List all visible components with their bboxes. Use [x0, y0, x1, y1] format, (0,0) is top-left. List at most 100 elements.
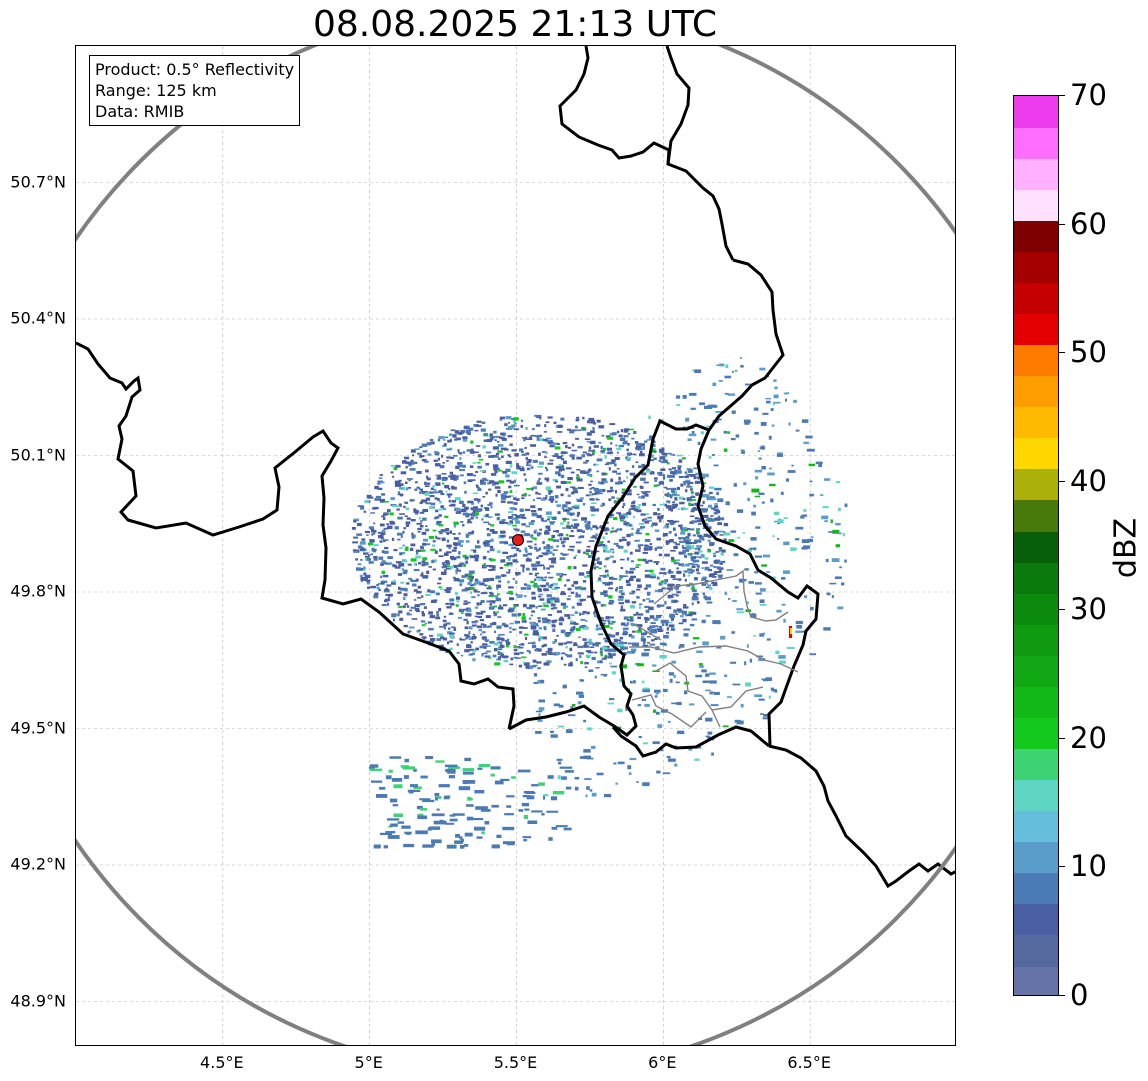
echo-cell	[550, 734, 558, 738]
echo-cell	[669, 678, 673, 683]
echo-cell	[459, 474, 464, 477]
echo-cell	[406, 612, 410, 615]
echo-cell	[449, 598, 455, 602]
echo-cell	[513, 497, 516, 501]
echo-cell	[541, 579, 547, 582]
echo-cell	[641, 518, 645, 522]
echo-cell	[528, 617, 532, 620]
echo-cell	[459, 638, 466, 641]
echo-cell	[677, 508, 680, 510]
echo-cell	[545, 619, 551, 623]
echo-cell	[684, 483, 686, 486]
echo-cell	[691, 565, 696, 568]
echo-cell	[448, 627, 451, 630]
echo-cell	[575, 627, 581, 632]
echo-cell	[672, 494, 680, 497]
echo-cell	[582, 451, 587, 454]
echo-cell	[500, 534, 506, 538]
echo-cell	[708, 497, 717, 501]
echo-cell	[371, 529, 377, 533]
echo-cell	[399, 504, 402, 508]
echo-cell	[805, 435, 813, 439]
echo-cell	[696, 528, 701, 530]
echo-cell	[353, 520, 357, 523]
echo-cell	[582, 416, 585, 420]
echo-cell	[476, 485, 479, 488]
echo-cell	[607, 515, 613, 519]
echo-cell	[553, 703, 560, 707]
echo-cell	[831, 558, 840, 562]
echo-cell	[414, 607, 420, 612]
echo-cell	[442, 478, 447, 482]
echo-cell	[401, 568, 405, 571]
echo-cell	[664, 553, 670, 557]
echo-cell	[659, 642, 667, 646]
echo-cell	[715, 551, 720, 553]
echo-cell	[448, 504, 452, 507]
echo-cell	[524, 508, 531, 512]
echo-cell	[676, 454, 683, 457]
echo-cell	[443, 528, 446, 533]
echo-cell	[440, 505, 445, 508]
colorbar-label: dBZ	[1108, 517, 1144, 579]
echo-cell	[589, 494, 594, 497]
echo-cell	[490, 773, 495, 777]
echo-cell	[621, 491, 626, 494]
echo-cell	[536, 564, 542, 567]
echo-cell	[423, 481, 427, 485]
echo-cell	[682, 618, 687, 623]
echo-cell	[728, 539, 735, 542]
echo-cell	[640, 526, 646, 529]
echo-cell	[629, 567, 636, 571]
echo-cell	[458, 551, 461, 555]
echo-cell	[399, 483, 402, 488]
echo-cell	[612, 652, 616, 657]
echo-cell	[774, 520, 780, 523]
echo-cell	[543, 605, 549, 608]
echo-cell	[484, 821, 490, 825]
echo-cell	[515, 520, 521, 524]
radar-site-marker[interactable]	[511, 534, 524, 547]
echo-cell	[810, 536, 814, 538]
echo-cell	[480, 428, 486, 432]
echo-cell	[376, 497, 381, 500]
echo-cell	[544, 529, 548, 532]
echo-cell	[594, 614, 600, 618]
colorbar-segment	[1014, 375, 1058, 408]
echo-cell	[410, 547, 414, 551]
echo-cell	[479, 481, 486, 485]
echo-cell	[583, 749, 591, 753]
echo-cell	[679, 541, 686, 543]
echo-cell	[625, 707, 628, 711]
radar-map-canvas[interactable]	[76, 46, 956, 1046]
echo-cell	[533, 530, 537, 534]
echo-cell	[544, 477, 550, 481]
echo-cell	[497, 457, 501, 460]
echo-cell	[481, 564, 486, 567]
echo-cell	[608, 451, 613, 454]
echo-cell	[546, 810, 559, 813]
echo-cell	[583, 551, 586, 554]
echo-cell	[557, 511, 561, 515]
echo-cell	[478, 628, 482, 632]
echo-cell	[400, 581, 405, 584]
echo-cell	[361, 538, 366, 541]
echo-cell	[503, 521, 509, 524]
echo-cell	[629, 472, 634, 476]
echo-cell	[444, 484, 450, 489]
echo-cell	[611, 530, 618, 533]
echo-cell	[560, 474, 565, 478]
echo-cell	[740, 703, 744, 708]
echo-cell	[468, 587, 475, 590]
echo-cell	[630, 560, 634, 563]
echo-cell	[497, 634, 501, 637]
echo-cell	[416, 486, 420, 489]
echo-cell	[689, 392, 697, 396]
echo-cell	[471, 596, 476, 599]
echo-cell	[474, 606, 479, 609]
echo-cell	[388, 825, 392, 828]
radar-map-panel[interactable]	[75, 45, 956, 1046]
echo-cell	[732, 600, 737, 602]
colorbar-segment	[1014, 406, 1058, 439]
echo-cell	[619, 590, 624, 594]
